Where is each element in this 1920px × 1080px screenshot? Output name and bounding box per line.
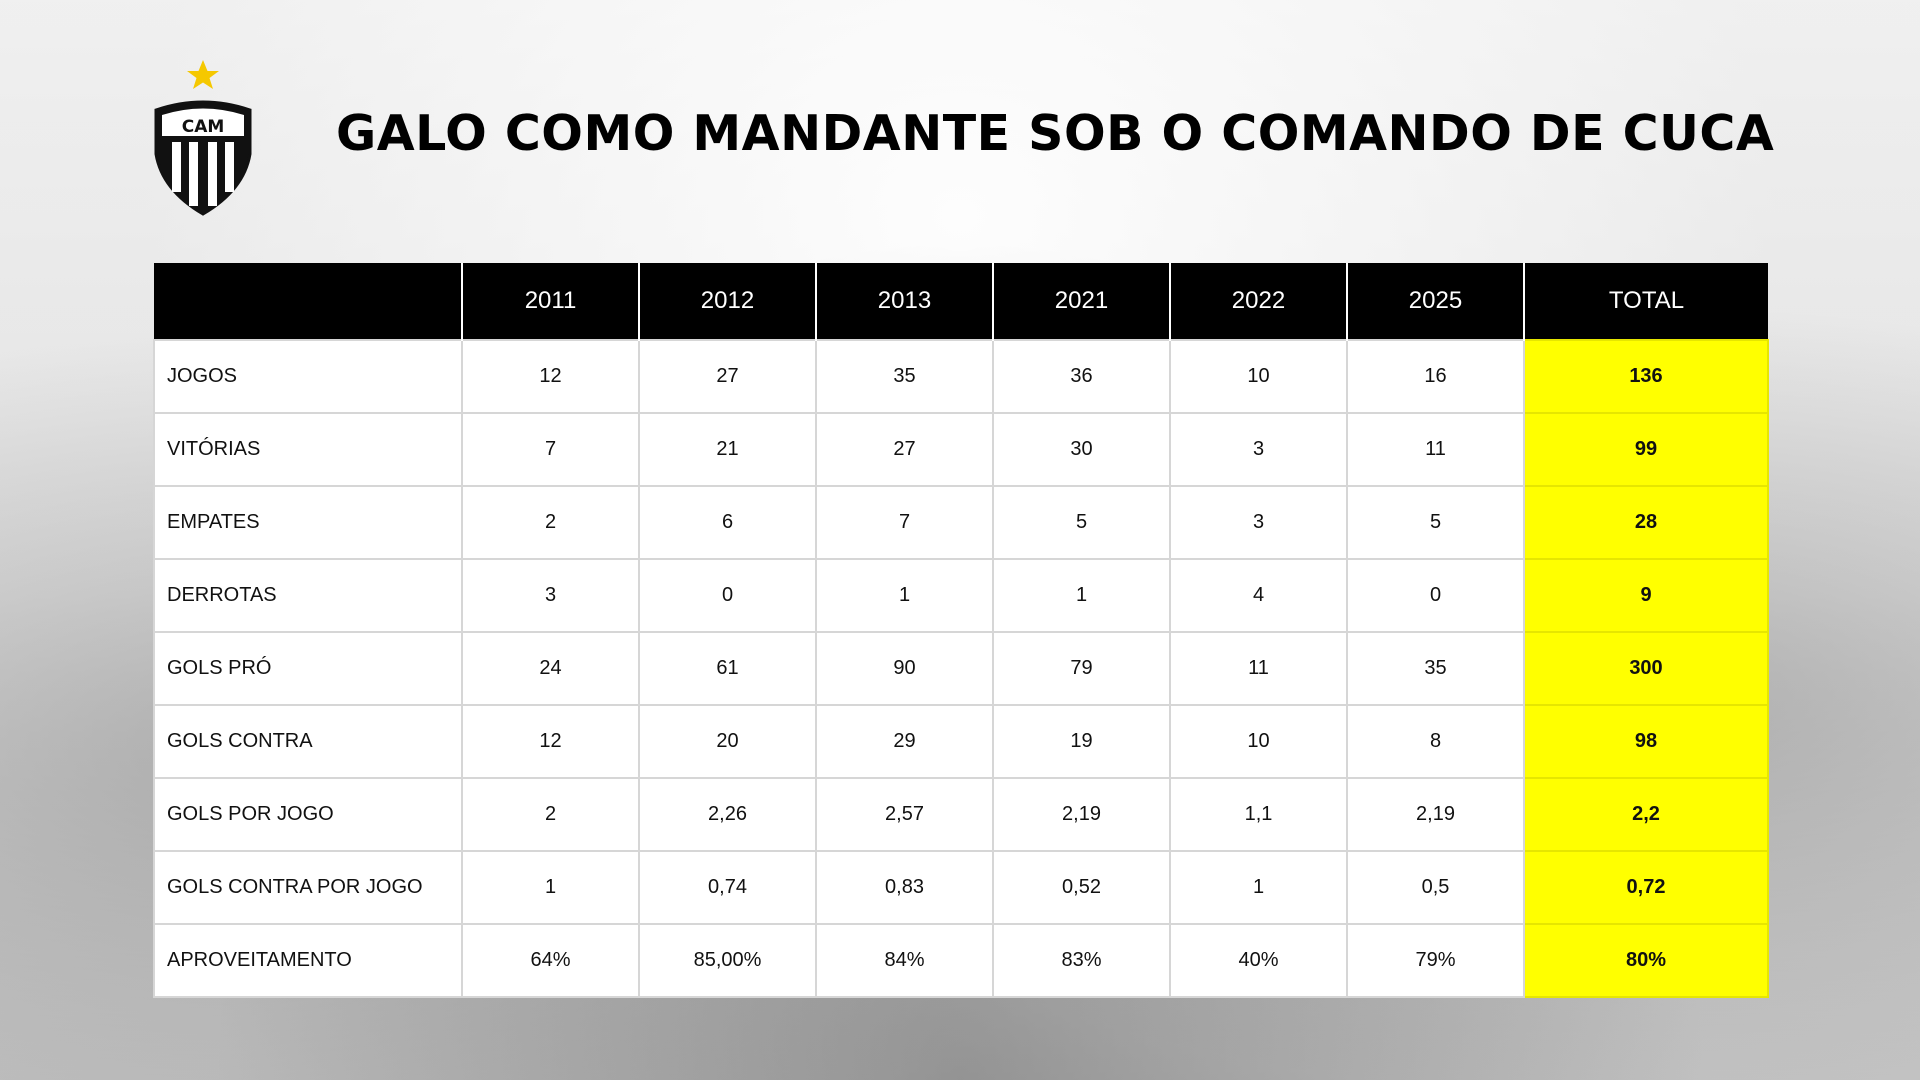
club-crest-logo: CAM xyxy=(154,60,252,216)
table-row: GOLS CONTRA POR JOGO 1 0,74 0,83 0,52 1 0,5 0,7… xyxy=(153,850,1769,925)
total-cell: 28 xyxy=(1523,485,1769,560)
stats-table: 2011 2012 2013 2021 2022 2025 TOTAL JOGOS 12 27 3… xyxy=(153,263,1769,998)
row-label: GOLS CONTRA POR JOGO xyxy=(153,850,463,925)
row-label: EMPATES xyxy=(153,485,463,560)
table-row: DERROTAS 3 0 1 1 4 0 9 xyxy=(153,558,1769,633)
value-cell: 24 xyxy=(461,631,640,706)
value-cell: 2,26 xyxy=(638,777,817,852)
table-row: EMPATES 2 6 7 5 3 5 28 xyxy=(153,485,1769,560)
value-cell: 40% xyxy=(1169,923,1348,998)
table-row: GOLS POR JOGO 2 2,26 2,57 2,19 1,1 2,19 2,2 xyxy=(153,777,1769,852)
value-cell: 2 xyxy=(461,777,640,852)
value-cell: 35 xyxy=(1346,631,1525,706)
value-cell: 83% xyxy=(992,923,1171,998)
header-year-2012: 2012 xyxy=(638,263,816,340)
value-cell: 12 xyxy=(461,704,640,779)
value-cell: 2,19 xyxy=(1346,777,1525,852)
value-cell: 0,52 xyxy=(992,850,1171,925)
value-cell: 85,00% xyxy=(638,923,817,998)
value-cell: 8 xyxy=(1346,704,1525,779)
value-cell: 0,5 xyxy=(1346,850,1525,925)
value-cell: 84% xyxy=(815,923,994,998)
value-cell: 12 xyxy=(461,339,640,414)
total-cell: 0,72 xyxy=(1523,850,1769,925)
header-year-2021: 2021 xyxy=(992,263,1170,340)
value-cell: 7 xyxy=(461,412,640,487)
value-cell: 29 xyxy=(815,704,994,779)
value-cell: 3 xyxy=(1169,412,1348,487)
table-body: JOGOS 12 27 35 36 10 16 136 VITÓRIAS 7 21 27 30 3 11 99… xyxy=(153,339,1769,998)
header-year-2025: 2025 xyxy=(1346,263,1524,340)
value-cell: 0 xyxy=(638,558,817,633)
total-cell: 99 xyxy=(1523,412,1769,487)
value-cell: 27 xyxy=(815,412,994,487)
row-label: GOLS PRÓ xyxy=(153,631,463,706)
value-cell: 64% xyxy=(461,923,640,998)
value-cell: 11 xyxy=(1169,631,1348,706)
table-row: APROVEITAMENTO 64% 85,00% 84% 83% 40% 79% 80% xyxy=(153,923,1769,998)
total-cell: 9 xyxy=(1523,558,1769,633)
value-cell: 79% xyxy=(1346,923,1525,998)
row-label: APROVEITAMENTO xyxy=(153,923,463,998)
header-year-2011: 2011 xyxy=(461,263,639,340)
row-label: JOGOS xyxy=(153,339,463,414)
value-cell: 2,19 xyxy=(992,777,1171,852)
value-cell: 3 xyxy=(1169,485,1348,560)
table-row: VITÓRIAS 7 21 27 30 3 11 99 xyxy=(153,412,1769,487)
value-cell: 5 xyxy=(1346,485,1525,560)
value-cell: 10 xyxy=(1169,704,1348,779)
value-cell: 4 xyxy=(1169,558,1348,633)
value-cell: 2,57 xyxy=(815,777,994,852)
row-label: VITÓRIAS xyxy=(153,412,463,487)
value-cell: 1,1 xyxy=(1169,777,1348,852)
table-row: JOGOS 12 27 35 36 10 16 136 xyxy=(153,339,1769,414)
value-cell: 79 xyxy=(992,631,1171,706)
table-row: GOLS PRÓ 24 61 90 79 11 35 300 xyxy=(153,631,1769,706)
total-cell: 80% xyxy=(1523,923,1769,998)
value-cell: 1 xyxy=(461,850,640,925)
value-cell: 2 xyxy=(461,485,640,560)
total-cell: 98 xyxy=(1523,704,1769,779)
value-cell: 1 xyxy=(992,558,1171,633)
total-cell: 136 xyxy=(1523,339,1769,414)
header-total: TOTAL xyxy=(1523,263,1768,340)
value-cell: 5 xyxy=(992,485,1171,560)
value-cell: 20 xyxy=(638,704,817,779)
header-corner-cell xyxy=(154,263,462,340)
header-year-2013: 2013 xyxy=(815,263,993,340)
star-icon xyxy=(187,60,219,89)
value-cell: 10 xyxy=(1169,339,1348,414)
row-label: GOLS POR JOGO xyxy=(153,777,463,852)
row-label: GOLS CONTRA xyxy=(153,704,463,779)
value-cell: 30 xyxy=(992,412,1171,487)
value-cell: 7 xyxy=(815,485,994,560)
value-cell: 0,74 xyxy=(638,850,817,925)
logo-text: CAM xyxy=(182,117,225,137)
value-cell: 0,83 xyxy=(815,850,994,925)
row-label: DERROTAS xyxy=(153,558,463,633)
value-cell: 16 xyxy=(1346,339,1525,414)
value-cell: 3 xyxy=(461,558,640,633)
table-row: GOLS CONTRA 12 20 29 19 10 8 98 xyxy=(153,704,1769,779)
value-cell: 1 xyxy=(815,558,994,633)
page-title: GALO COMO MANDANTE SOB O COMANDO DE CUCA xyxy=(336,105,1775,162)
table-header-row: 2011 2012 2013 2021 2022 2025 TOTAL xyxy=(154,263,1768,340)
value-cell: 90 xyxy=(815,631,994,706)
value-cell: 21 xyxy=(638,412,817,487)
total-cell: 300 xyxy=(1523,631,1769,706)
value-cell: 61 xyxy=(638,631,817,706)
value-cell: 6 xyxy=(638,485,817,560)
value-cell: 11 xyxy=(1346,412,1525,487)
value-cell: 36 xyxy=(992,339,1171,414)
header-year-2022: 2022 xyxy=(1169,263,1347,340)
total-cell: 2,2 xyxy=(1523,777,1769,852)
value-cell: 27 xyxy=(638,339,817,414)
value-cell: 35 xyxy=(815,339,994,414)
value-cell: 0 xyxy=(1346,558,1525,633)
value-cell: 19 xyxy=(992,704,1171,779)
value-cell: 1 xyxy=(1169,850,1348,925)
